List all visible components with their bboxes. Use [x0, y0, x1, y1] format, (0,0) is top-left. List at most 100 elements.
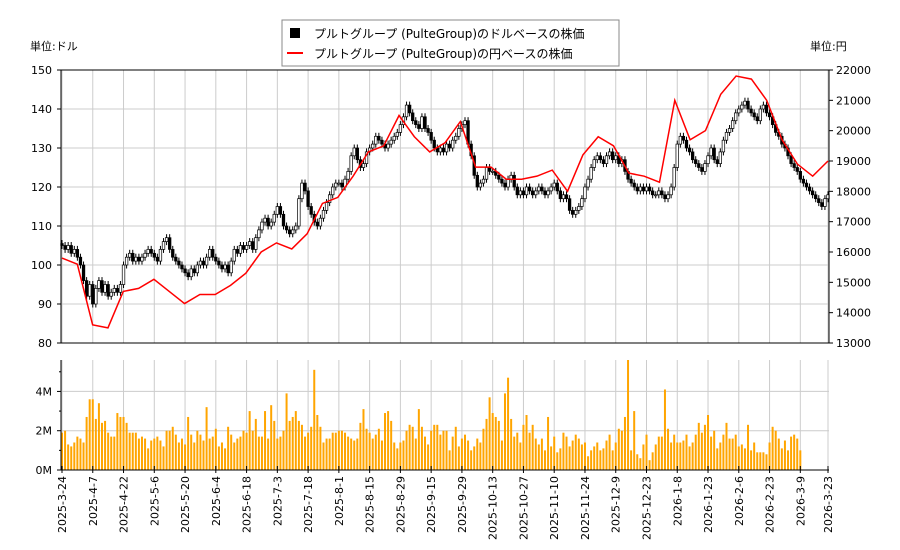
volume-bar [67, 444, 70, 470]
candle [457, 124, 461, 140]
volume-bar [205, 407, 208, 470]
candle [515, 183, 519, 199]
candle-body [146, 249, 150, 254]
volume-bar [417, 409, 420, 470]
volume-bar [774, 430, 777, 470]
candle-body [715, 159, 719, 164]
candle [500, 175, 504, 187]
volume-bar [427, 444, 430, 470]
legend: プルトグループ (PulteGroup)のドルベースの株価 プルトグループ (P… [281, 19, 620, 67]
candle [103, 280, 107, 296]
candle-body [678, 135, 682, 145]
volume-bar [260, 436, 263, 470]
candle [574, 206, 578, 218]
candle-body [537, 186, 541, 192]
candle [327, 191, 332, 207]
candle-body [220, 264, 224, 270]
volume-bar [310, 426, 313, 470]
candlesticks [60, 97, 830, 308]
volume-bar [522, 424, 525, 470]
candle-body [143, 252, 147, 258]
candle-body [524, 186, 529, 196]
volume-bar [171, 426, 174, 470]
candle-body [604, 155, 609, 164]
candle [734, 109, 738, 125]
candle [318, 214, 323, 230]
volume-bar [540, 438, 543, 470]
volume-bar [719, 442, 722, 470]
candle [63, 241, 67, 253]
volume-bar [780, 448, 783, 470]
candle [629, 175, 633, 187]
volume-bar [534, 438, 537, 470]
candle [309, 202, 313, 218]
candle [441, 144, 446, 156]
candle-body [706, 155, 710, 164]
candle-body [746, 100, 750, 110]
candle-body [217, 260, 221, 266]
volume-bar [202, 440, 205, 470]
candle [423, 113, 427, 133]
candle [131, 249, 135, 265]
volume-bar [294, 411, 297, 470]
candle [275, 202, 279, 218]
candle [567, 195, 572, 214]
candle-body [798, 171, 802, 180]
candle [675, 140, 679, 172]
candle-body [586, 178, 590, 188]
volume-bar [380, 440, 383, 470]
candle [641, 183, 646, 195]
candle-body [337, 182, 341, 185]
candle [558, 187, 563, 203]
volume-bar [359, 422, 362, 470]
y-left-tick-label: 100 [31, 259, 52, 272]
candle-body [423, 116, 427, 129]
candle-body [97, 280, 101, 289]
candle [823, 195, 827, 211]
candle [72, 245, 76, 257]
volume-bar [174, 434, 177, 470]
volume-bar [762, 452, 765, 470]
candle [180, 261, 184, 273]
candle [417, 121, 421, 133]
candle-body [340, 182, 344, 188]
volume-bar [319, 426, 322, 470]
candle-body [503, 182, 507, 188]
candle [340, 179, 344, 191]
volume-bar [568, 446, 571, 470]
candle [595, 152, 599, 164]
volume-bar [433, 424, 436, 470]
candle [352, 144, 356, 160]
candle [589, 163, 593, 183]
x-tick-label: 2025-5-6 [148, 476, 161, 526]
volume-bar [510, 418, 513, 470]
volume-bar [516, 432, 519, 470]
volume-tick-label: 0M [36, 464, 53, 477]
volume-bar [713, 430, 716, 470]
volume-bar [233, 442, 236, 470]
candle [75, 245, 80, 261]
candle [223, 261, 227, 273]
candle [195, 261, 200, 277]
candle-body [810, 190, 815, 196]
volume-bar [553, 436, 556, 470]
candle-body [109, 291, 113, 297]
volume-bar [334, 432, 337, 470]
candle [561, 191, 566, 203]
candle-body [567, 198, 572, 211]
volume-bar [463, 434, 466, 470]
volume-bar [424, 436, 427, 470]
candle-body [807, 186, 812, 192]
x-tick-label: 2025-10-13 [487, 476, 500, 540]
volume-bar [759, 452, 762, 470]
candle-body [749, 108, 753, 114]
candle-body [334, 182, 338, 188]
candle [518, 187, 523, 199]
volume-bar [556, 452, 559, 470]
candle-body [66, 245, 70, 250]
volume-bar [147, 448, 150, 470]
candle-body [211, 249, 215, 258]
volume-bar [457, 446, 460, 470]
volume-bar [750, 450, 753, 470]
candle [118, 280, 123, 296]
